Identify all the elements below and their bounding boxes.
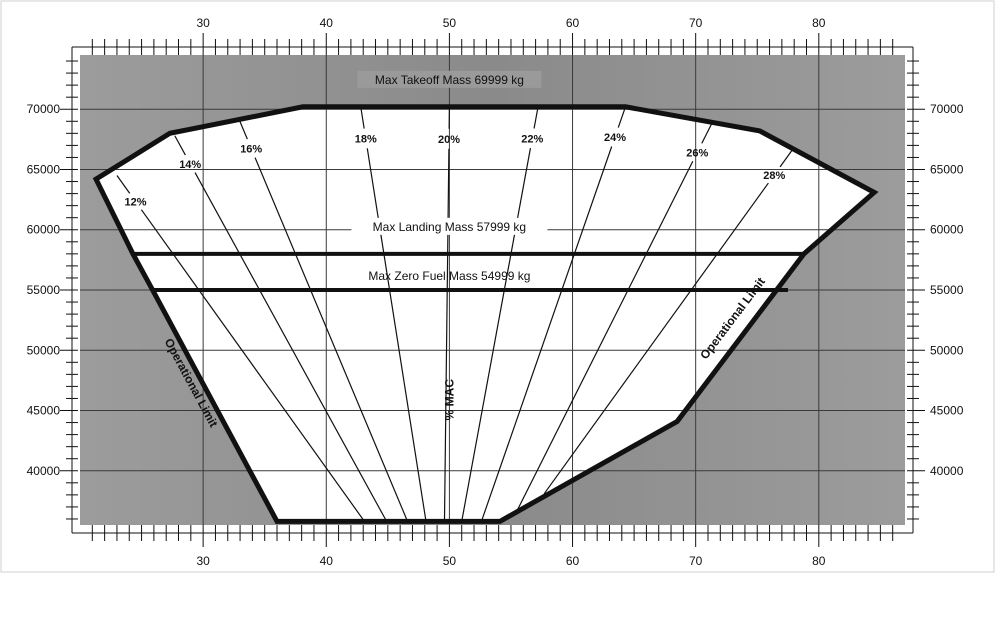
x-tick-label-top: 80	[812, 16, 826, 30]
y-tick-label-right: 70000	[930, 102, 964, 116]
mac-line-label: 16%	[240, 143, 262, 155]
mac-line-label: 22%	[521, 133, 543, 145]
y-tick-label-left: 70000	[27, 102, 61, 116]
x-tick-label-top: 50	[443, 16, 457, 30]
y-tick-label-left: 40000	[27, 464, 61, 478]
y-tick-label-right: 60000	[930, 223, 964, 237]
mass-limit-label: Max Takeoff Mass 69999 kg	[375, 73, 524, 87]
y-tick-label-right: 55000	[930, 283, 964, 297]
y-tick-label-left: 50000	[27, 343, 61, 357]
y-tick-label-left: 45000	[27, 404, 61, 418]
mac-line-label: 20%	[438, 134, 460, 146]
x-tick-label-top: 30	[196, 16, 210, 30]
y-tick-label-right: 65000	[930, 162, 964, 176]
y-tick-label-right: 40000	[930, 464, 964, 478]
mac-axis-label: % MAC	[442, 379, 456, 421]
mac-line-label: 26%	[686, 147, 708, 159]
x-tick-label-bottom: 30	[196, 554, 210, 568]
y-tick-label-right: 50000	[930, 343, 964, 357]
x-tick-label-bottom: 60	[566, 554, 580, 568]
x-tick-label-bottom: 40	[320, 554, 334, 568]
x-tick-label-top: 70	[689, 16, 703, 30]
x-tick-label-bottom: 50	[443, 554, 457, 568]
x-tick-label-top: 60	[566, 16, 580, 30]
mass-limit-label: Max Zero Fuel Mass 54999 kg	[368, 269, 530, 283]
y-tick-label-left: 60000	[27, 223, 61, 237]
mac-line-label: 18%	[355, 133, 377, 145]
x-tick-label-top: 40	[320, 16, 334, 30]
y-tick-label-left: 55000	[27, 283, 61, 297]
x-tick-label-bottom: 70	[689, 554, 703, 568]
mac-line-label: 28%	[763, 170, 785, 182]
mass-limit-label: Max Landing Mass 57999 kg	[373, 220, 526, 234]
mac-line-label: 14%	[179, 159, 201, 171]
y-tick-label-right: 45000	[930, 404, 964, 418]
x-tick-label-bottom: 80	[812, 554, 826, 568]
mac-line-label: 12%	[125, 197, 147, 209]
y-tick-label-left: 65000	[27, 162, 61, 176]
mac-line-label: 24%	[604, 132, 626, 144]
